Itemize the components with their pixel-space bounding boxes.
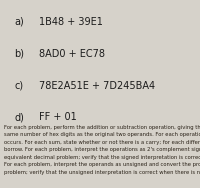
Text: occurs. For each sum, state whether or not there is a carry; for each difference: occurs. For each sum, state whether or n… (4, 140, 200, 145)
Text: For each problem, perform the addition or subtraction operation, giving the sum : For each problem, perform the addition o… (4, 125, 200, 130)
Text: b): b) (14, 49, 24, 59)
Text: 78E2A51E + 7D245BA4: 78E2A51E + 7D245BA4 (39, 80, 155, 91)
Text: same number of hex digits as the original two operands. For each operation, stat: same number of hex digits as the origina… (4, 132, 200, 137)
Text: 8AD0 + EC78: 8AD0 + EC78 (39, 49, 105, 59)
Text: a): a) (14, 17, 24, 27)
Text: FF + 01: FF + 01 (39, 112, 77, 123)
Text: 1B48 + 39E1: 1B48 + 39E1 (39, 17, 103, 27)
Text: borrow. For each problem, interpret the operations as 2's complement signed and : borrow. For each problem, interpret the … (4, 147, 200, 152)
Text: equivalent decimal problem; verify that the signed interpretation is correct whe: equivalent decimal problem; verify that … (4, 155, 200, 160)
Text: For each problem, interpret the operands as unsigned and convert the problem to : For each problem, interpret the operands… (4, 162, 200, 167)
Text: problem; verify that the unsigned interpretation is correct when there is no car: problem; verify that the unsigned interp… (4, 170, 200, 174)
Text: c): c) (14, 80, 23, 91)
Text: d): d) (14, 112, 24, 123)
